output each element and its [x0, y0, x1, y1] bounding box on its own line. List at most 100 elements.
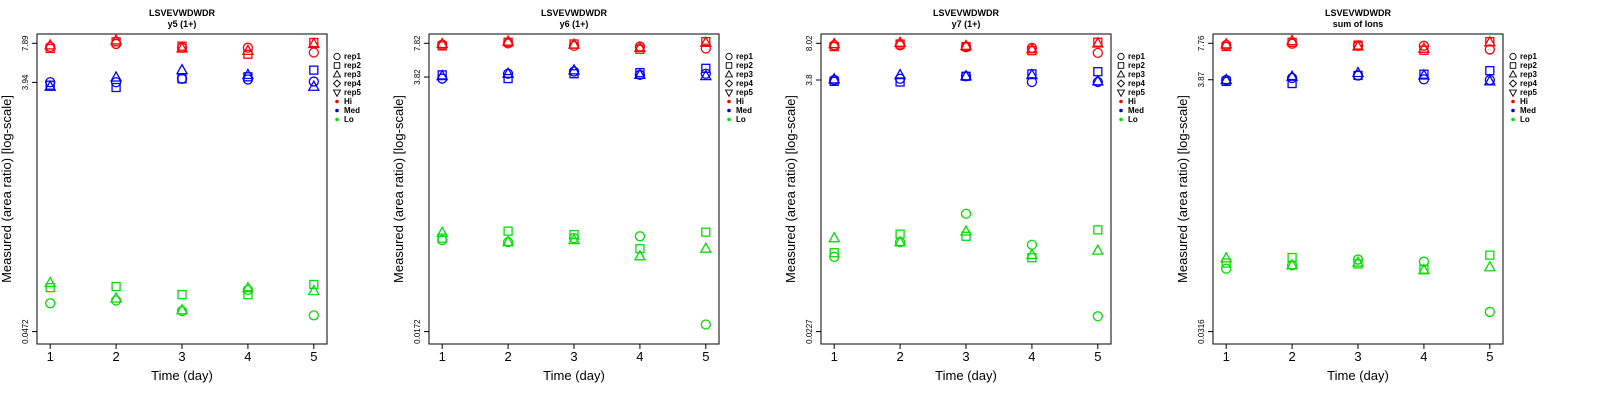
data-point-lo-rep3-day5 [1091, 243, 1104, 255]
legend-rep2-icon [1117, 62, 1125, 69]
legend-label-rep1: rep1 [736, 52, 753, 61]
data-point-med-rep3-day2 [501, 66, 515, 78]
series-med [436, 63, 712, 84]
legend-med-dot [1119, 108, 1123, 113]
chart-subtitle: y6 (1+) [560, 19, 589, 29]
legend-hi-dot [335, 99, 339, 104]
data-point-med-rep3-day4 [1025, 68, 1039, 80]
legend-label-rep3: rep3 [736, 70, 753, 79]
legend-rep1-icon [1509, 52, 1517, 61]
y-tick-label: 7.82 [413, 35, 422, 51]
legend-label-rep2: rep2 [1520, 61, 1537, 70]
legend-rep3-icon [332, 69, 342, 78]
data-point-med-rep1-day2 [110, 77, 122, 88]
legend-label-hi: Hi [344, 97, 352, 106]
legend-hi-dot [727, 99, 731, 104]
data-point-lo-rep2-day1 [829, 248, 839, 258]
data-point-med-rep1-day3 [176, 73, 188, 84]
series-med [44, 63, 320, 93]
data-point-lo-rep3-day1 [1220, 251, 1233, 263]
x-tick-label: 5 [1486, 349, 1493, 364]
legend-label-rep1: rep1 [1128, 52, 1145, 61]
y-axis-title: Measured (area ratio) [log-scale] [783, 95, 798, 283]
legend-label-rep5: rep5 [736, 88, 753, 97]
series-med [828, 67, 1104, 88]
data-point-med-rep1-day5 [308, 76, 319, 87]
data-point-lo-rep3-day4 [241, 281, 255, 293]
data-point-hi-rep3-day3 [567, 37, 581, 49]
data-point-lo-rep2-day5 [701, 227, 711, 237]
x-tick-label: 2 [1288, 349, 1295, 364]
y-tick-label: 3.8 [805, 74, 814, 86]
data-point-lo-rep2-day5 [1485, 250, 1495, 260]
legend-label-rep5: rep5 [1520, 88, 1537, 97]
data-point-hi-rep3-day5 [307, 37, 320, 49]
y-tick-label: 7.76 [1197, 35, 1206, 51]
data-point-hi-rep3-day5 [699, 35, 712, 47]
legend-lo-dot [727, 117, 731, 122]
legend-rep4-icon [724, 79, 734, 88]
data-point-hi-rep3-day3 [959, 39, 973, 51]
data-point-med-rep3-day4 [1417, 68, 1431, 80]
series-lo [436, 225, 712, 330]
y-tick-label: 0.0172 [413, 319, 422, 344]
data-point-hi-rep3-day1 [1220, 37, 1233, 49]
y-tick-label: 7.89 [21, 35, 30, 51]
data-point-hi-rep3-day2 [501, 34, 515, 46]
y-tick-label: 3.87 [1197, 71, 1206, 87]
data-point-hi-rep3-day4 [633, 41, 647, 53]
data-point-lo-rep1-day1 [45, 298, 56, 309]
legend-med-dot [727, 108, 731, 113]
data-point-lo-rep2-day5 [1093, 225, 1103, 235]
data-point-lo-rep3-day3 [959, 224, 973, 236]
data-point-med-rep3-day1 [44, 79, 57, 91]
series-lo [828, 208, 1104, 322]
legend-label-rep5: rep5 [1128, 88, 1145, 97]
x-tick-label: 2 [504, 349, 511, 364]
series-hi [436, 34, 712, 54]
data-point-lo-rep1-day4 [634, 231, 646, 242]
data-point-lo-rep1-day3 [960, 208, 972, 219]
data-point-med-rep3-day4 [633, 68, 647, 80]
data-point-med-rep3-day1 [828, 72, 841, 84]
series-hi [1220, 34, 1496, 55]
data-point-hi-rep3-day5 [1091, 36, 1104, 48]
data-point-lo-rep1-day5 [1092, 311, 1103, 322]
x-axis-title: Time (day) [1327, 368, 1389, 383]
legend-label-rep2: rep2 [736, 61, 753, 70]
y-axis-title: Measured (area ratio) [log-scale] [391, 95, 406, 283]
data-point-med-rep2-day3 [177, 74, 187, 84]
data-point-med-rep3-day2 [893, 68, 907, 80]
data-point-med-rep3-day4 [241, 68, 255, 80]
legend-label-rep3: rep3 [1520, 70, 1537, 79]
data-point-med-rep2-day5 [1485, 66, 1495, 76]
plot-frame [428, 33, 720, 345]
data-point-lo-rep3-day1 [828, 231, 841, 243]
data-point-lo-rep1-day4 [242, 284, 254, 296]
legend-rep2-icon [1509, 62, 1517, 69]
data-point-med-rep2-day5 [701, 63, 711, 73]
x-tick-label: 5 [310, 349, 317, 364]
legend-label-rep5: rep5 [344, 88, 361, 97]
data-point-lo-rep2-day1 [437, 233, 447, 243]
legend-label-rep2: rep2 [344, 61, 361, 70]
legend-lo-dot [1119, 117, 1123, 122]
data-point-hi-rep3-day4 [1417, 41, 1431, 53]
legend-med-dot [335, 108, 339, 113]
data-point-lo-rep3-day2 [109, 291, 123, 303]
chart-title: LSVEVWDWDR [933, 8, 999, 18]
chart-title: LSVEVWDWDR [541, 8, 607, 18]
data-point-lo-rep2-day2 [895, 229, 905, 239]
y-tick-label: 3.94 [21, 74, 30, 90]
data-point-hi-rep3-day1 [828, 37, 841, 49]
chart-subtitle: sum of Ions [1333, 19, 1384, 29]
data-point-med-rep3-day5 [1483, 74, 1496, 86]
data-point-hi-rep3-day2 [1285, 34, 1299, 46]
x-tick-label: 3 [570, 349, 577, 364]
data-point-hi-rep3-day3 [175, 41, 189, 53]
